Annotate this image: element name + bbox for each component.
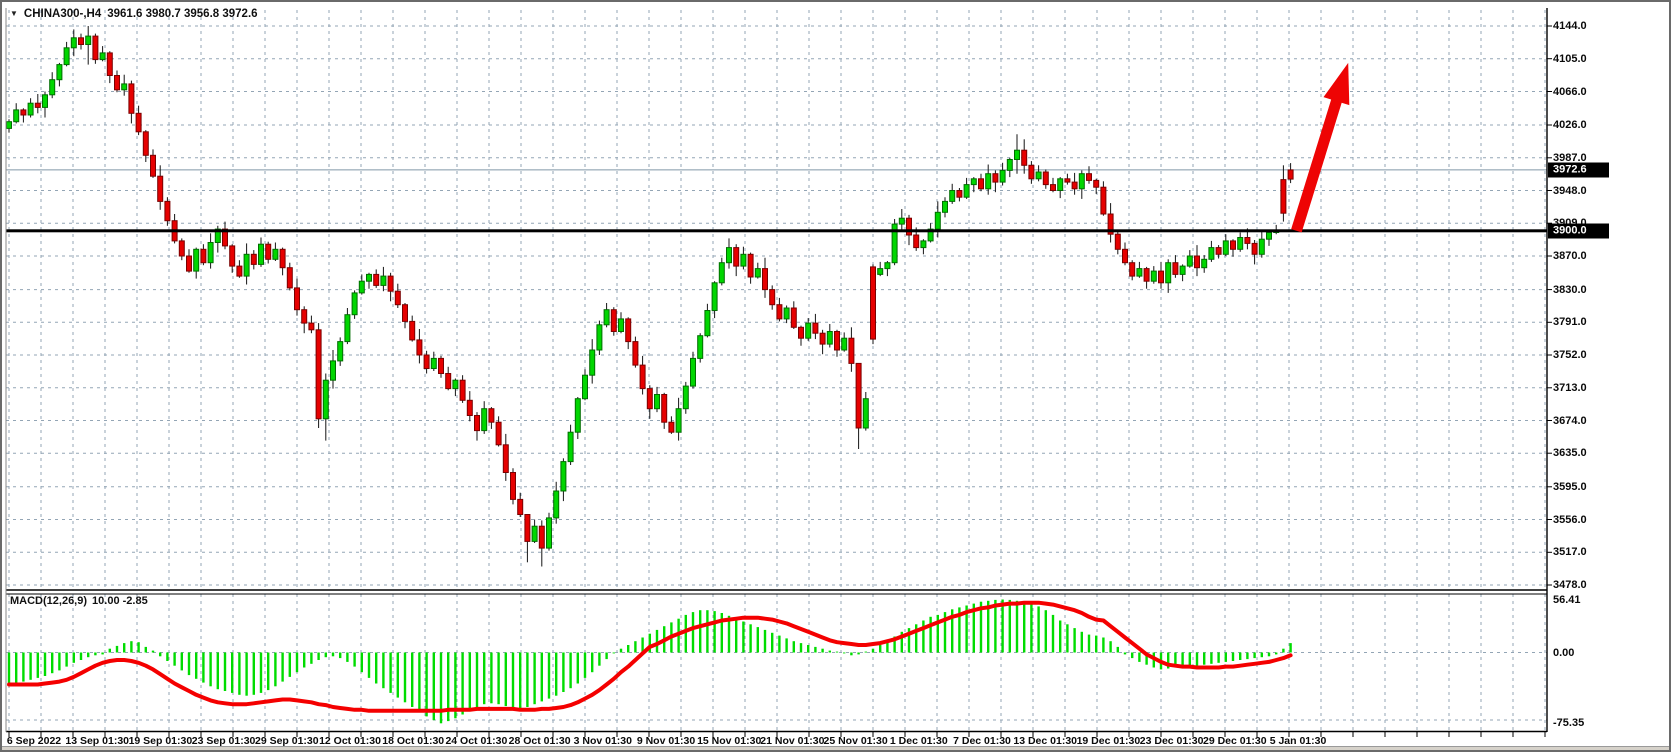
price-axis-label: 3635.0	[1553, 447, 1587, 460]
price-axis-label: 3556.0	[1553, 513, 1587, 526]
time-axis-label: 9 Nov 01:30	[636, 735, 696, 747]
price-axis-label: 3987.0	[1553, 151, 1587, 164]
price-axis-label: 3517.0	[1553, 546, 1587, 559]
price-axis-label: 3752.0	[1553, 349, 1587, 361]
macd-signal-line	[7, 600, 1293, 713]
horizontal-level-line	[6, 229, 1547, 233]
price-axis-label: 4144.0	[1553, 20, 1587, 32]
current-price-tag: 3972.6	[1548, 162, 1609, 178]
hline-price-tag: 3900.0	[1548, 223, 1609, 239]
price-axis-label: 3674.0	[1553, 414, 1587, 427]
price-axis-label: 3478.0	[1553, 579, 1587, 591]
time-axis-label: 7 Dec 01:30	[953, 735, 1011, 747]
time-axis-label: 18 Oct 01:30	[382, 735, 445, 747]
time-axis-label: 5 Jan 01:30	[1269, 735, 1327, 747]
price-axis-label: 4105.0	[1553, 52, 1587, 65]
time-axis-label: 25 Nov 01:30	[823, 735, 888, 747]
price-axis-label: 4026.0	[1553, 119, 1587, 131]
price-axis-label: 4066.0	[1553, 85, 1587, 98]
time-axis-label: 23 Dec 01:30	[1139, 735, 1204, 747]
macd-axis-label: -75.35	[1553, 717, 1585, 729]
symbol-dropdown-icon[interactable]: ▼	[10, 9, 18, 18]
time-axis-label: 19 Dec 01:30	[1076, 735, 1141, 747]
time-axis-label: 1 Dec 01:30	[889, 735, 948, 747]
candlestick-series	[6, 26, 1294, 567]
chart-title: ▼ CHINA300-,H4 3961.6 3980.7 3956.8 3972…	[10, 7, 258, 21]
price-axis-label: 3595.0	[1553, 480, 1587, 493]
macd-axis-label: 56.41	[1553, 594, 1581, 606]
macd-name: MACD(12,26,9)	[10, 595, 88, 607]
time-axis-label: 12 Oct 01:30	[319, 735, 381, 747]
price-axis-label: 3713.0	[1553, 381, 1587, 394]
time-axis-label: 28 Oct 01:30	[508, 735, 571, 747]
trend-arrow	[1291, 62, 1350, 233]
window-bottom-edge	[2, 746, 1669, 750]
time-axis-label: 13 Sep 01:30	[65, 735, 130, 747]
macd-axis-label: 0.00	[1553, 646, 1575, 659]
time-axis-label: 29 Sep 01:30	[254, 735, 319, 747]
symbol-name: CHINA300-,H4	[23, 8, 102, 20]
macd-indicator-label: MACD(12,26,9) 10.00 -2.85	[10, 595, 148, 608]
price-axis-label: 3870.0	[1553, 250, 1587, 262]
time-axis-label: 3 Nov 01:30	[573, 735, 632, 747]
time-axis-label: 29 Dec 01:30	[1202, 735, 1267, 747]
time-axis-label: 21 Nov 01:30	[760, 735, 825, 747]
time-axis-label: 13 Dec 01:30	[1013, 735, 1078, 747]
price-axis-label: 3830.0	[1553, 283, 1587, 296]
time-axis-label: 24 Oct 01:30	[445, 735, 508, 747]
time-axis-label: 23 Sep 01:30	[191, 735, 256, 747]
ohlc-values: 3961.6 3980.7 3956.8 3972.6	[107, 8, 258, 20]
price-axis-label: 3791.0	[1553, 316, 1587, 329]
time-axis-label: 15 Nov 01:30	[697, 735, 762, 747]
price-axis-label: 3948.0	[1553, 184, 1587, 197]
time-axis-label: 6 Sep 2022	[6, 735, 62, 747]
time-axis-label: 19 Sep 01:30	[128, 735, 193, 747]
macd-values: 10.00 -2.85	[92, 595, 148, 607]
